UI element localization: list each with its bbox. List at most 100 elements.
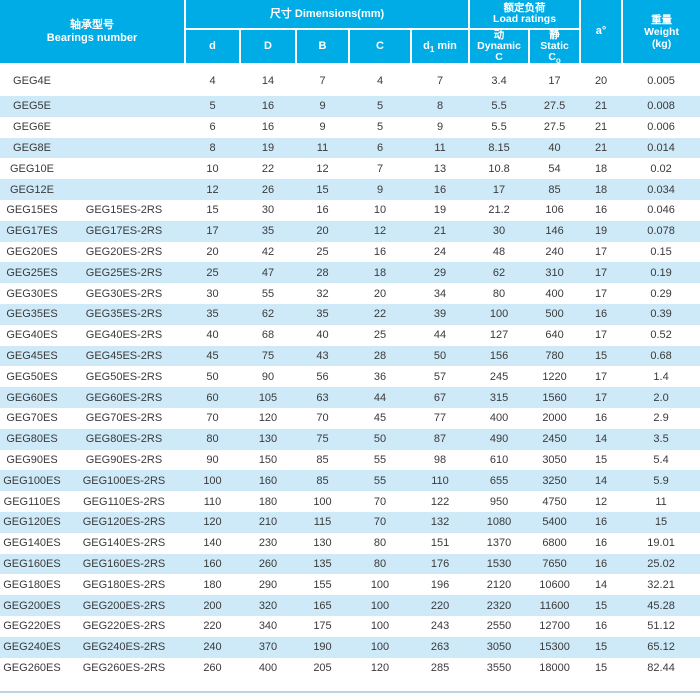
value-cell: 155 [296,574,349,596]
bearing-model: GEG220ES [3,620,61,633]
value-cell: 1560 [529,387,581,408]
value-cell: 3.4 [469,64,530,96]
bearing-model: GEG180ES [3,578,61,591]
bearing-model-2rs: GEG200ES-2RS [82,599,166,612]
value-cell: 127 [469,324,530,346]
value-cell: 50 [185,366,240,388]
load-label-zh: 额定负荷 [503,1,546,14]
value-cell: 11 [622,491,700,512]
bearing-model: GEG45ES [6,349,58,362]
table-row: GEG60ES GEG60ES-2RS 60 105 63 44 67 315 1560 17 2.… [0,387,700,408]
bearing-model-2rs: GEG17ES-2RS [85,225,163,238]
value-cell: 17 [580,387,623,408]
value-cell: 16 [580,407,623,429]
value-cell: 14 [580,574,623,596]
value-cell: 15 [580,449,623,471]
value-cell: 105 [240,387,296,408]
value-cell: 20 [296,220,349,242]
bearing-model: GEG8E [13,141,51,154]
value-cell: 8 [411,96,470,117]
value-cell: 0.19 [622,262,700,284]
bearing-model: GEG140ES [3,537,61,550]
bearing-model-cell: GEG4E [0,64,185,96]
bearing-model-cell: GEG140ES GEG140ES-2RS [0,532,185,554]
bearing-model-cell: GEG6E [0,116,185,138]
value-cell: 55 [349,449,411,471]
value-cell: 17 [580,241,623,263]
bearing-model-cell: GEG60ES GEG60ES-2RS [0,387,185,408]
value-cell: 9 [411,116,470,138]
value-cell: 12 [185,179,240,200]
value-cell: 34 [411,283,470,304]
bearing-model-2rs: GEG30ES-2RS [85,287,163,300]
weight-label-zh: 重量 [651,13,673,26]
value-cell: 15 [185,199,240,221]
bearing-model: GEG80ES [6,433,58,446]
bearing-model-cell: GEG25ES GEG25ES-2RS [0,262,185,284]
value-cell: 19 [580,220,623,242]
d1-suffix: min [437,40,457,52]
value-cell: 48 [469,241,530,263]
value-cell: 85 [529,179,581,200]
bearing-model: GEG35ES [6,308,58,321]
value-cell: 9 [296,96,349,117]
value-cell: 47 [240,262,296,284]
bearing-model-cell: GEG260ES GEG260ES-2RS [0,657,185,679]
value-cell: 16 [580,532,623,554]
value-cell: 16 [240,116,296,138]
value-cell: 150 [240,449,296,471]
bearing-model: GEG200ES [3,599,61,612]
value-cell: 0.005 [622,64,700,96]
bearing-model-cell: GEG5E [0,96,185,117]
table-row: GEG6E 6 16 9 5 9 5.5 27.5 21 0.006 [0,116,700,138]
column-header-dimensions: 尺寸 Dimensions(mm) [183,0,471,30]
value-cell: 100 [349,574,411,596]
bearing-model-2rs: GEG180ES-2RS [82,578,166,591]
value-cell: 400 [469,407,530,429]
value-cell: 130 [240,428,296,450]
bearing-model-2rs: GEG20ES-2RS [85,245,163,258]
bearing-model-cell: GEG200ES GEG200ES-2RS [0,595,185,616]
bearings-label-en: Bearings number [46,31,138,44]
table-row: GEG100ES GEG100ES-2RS 100 160 85 55 110 655 3250… [0,470,700,492]
bearing-model: GEG25ES [6,266,58,279]
bearing-model-cell: GEG15ES GEG15ES-2RS [0,199,185,221]
value-cell: 16 [411,179,470,200]
value-cell: 120 [349,657,411,679]
bearing-model-cell: GEG110ES GEG110ES-2RS [0,491,185,512]
bearing-model-cell: GEG45ES GEG45ES-2RS [0,345,185,367]
bearing-model-cell: GEG80ES GEG80ES-2RS [0,428,185,450]
value-cell: 2.0 [622,387,700,408]
value-cell: 40 [185,324,240,346]
value-cell: 285 [411,657,470,679]
value-cell: 205 [296,657,349,679]
value-cell: 120 [240,407,296,429]
load-label-en: Load ratings [493,13,557,25]
value-cell: 5 [349,116,411,138]
value-cell: 8 [185,137,240,159]
value-cell: 5.9 [622,470,700,492]
bearing-model: GEG110ES [3,495,61,508]
column-header-load-ratings: 额定负荷 Load ratings [468,0,582,30]
value-cell: 32.21 [622,574,700,596]
value-cell: 75 [240,345,296,367]
value-cell: 55 [240,283,296,304]
value-cell: 0.15 [622,241,700,263]
value-cell: 17 [469,179,530,200]
value-cell: 190 [296,636,349,658]
bearing-model: GEG10E [9,162,55,175]
value-cell: 0.046 [622,199,700,221]
value-cell: 500 [529,303,581,325]
bearing-model: GEG50ES [6,370,58,383]
bearing-model-2rs: GEG50ES-2RS [85,370,163,383]
value-cell: 10 [349,199,411,221]
value-cell: 3050 [469,636,530,658]
bearing-model-cell: GEG12E [0,179,185,200]
bearing-model-2rs: GEG45ES-2RS [85,349,163,362]
value-cell: 40 [296,324,349,346]
value-cell: 140 [185,532,240,554]
bearing-model-cell: GEG10E [0,158,185,180]
value-cell: 3.5 [622,428,700,450]
value-cell: 50 [411,345,470,367]
